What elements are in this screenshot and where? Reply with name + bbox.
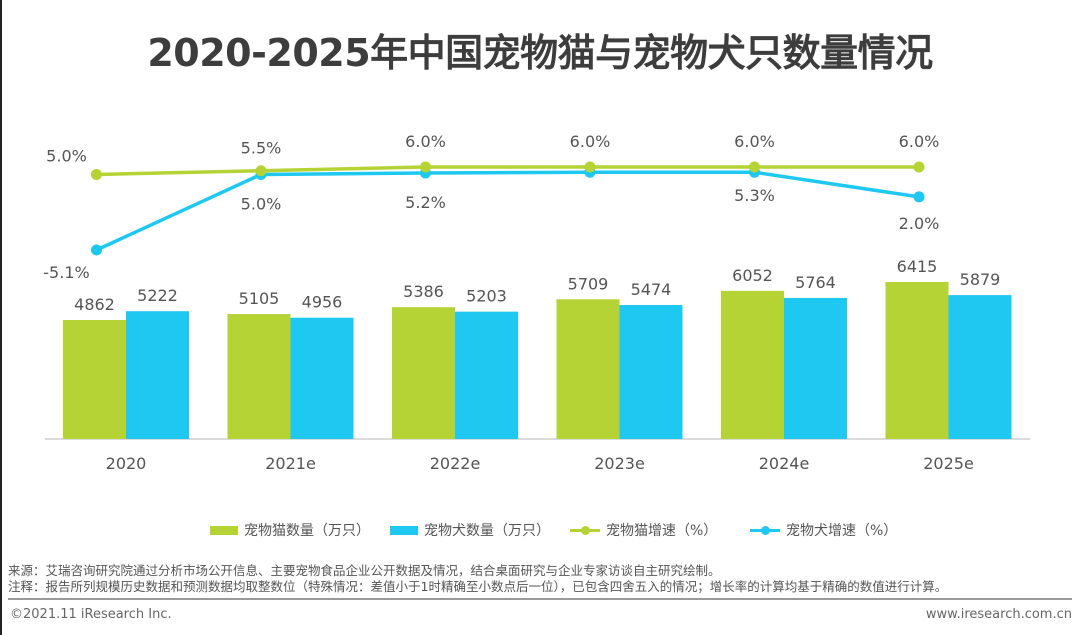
cat-growth-line xyxy=(96,165,919,177)
x-tick-label: 2021e xyxy=(265,454,316,473)
bar-label-cat-count: 4862 xyxy=(74,295,115,314)
source-note: 来源：艾瑞咨询研究院通过分析市场公开信息、主要宠物食品企业公开数据及情况，结合桌… xyxy=(8,563,721,578)
legend-label: 宠物猫增速（%） xyxy=(606,523,718,539)
x-tick-label: 2024e xyxy=(759,454,810,473)
cat-growth-point xyxy=(255,165,267,177)
bar-dog-count xyxy=(126,311,189,439)
bar-label-cat-count: 6052 xyxy=(732,266,773,285)
chart-title: 2020-2025年中国宠物猫与宠物犬只数量情况 xyxy=(147,31,933,75)
annotation-note: 注释：报告所列规模历史数据和预测数据均取整数位（特殊情况：差值小于1时精确至小数… xyxy=(8,579,948,594)
dog-growth-label: 2.0% xyxy=(899,214,940,233)
legend-label: 宠物犬增速（%） xyxy=(786,523,898,539)
bar-cat-count xyxy=(63,320,126,439)
legend-item-dog-count: 宠物犬数量（万只） xyxy=(390,520,570,540)
cat-growth-point xyxy=(749,161,760,173)
legend-swatch-dog-bar xyxy=(390,525,418,535)
bar-cat-count xyxy=(227,314,291,439)
website-link[interactable]: www.iresearch.com.cn xyxy=(925,607,1072,622)
combo-chart: 4862 5222 2020 5105 4956 2021e 5386 5203 2022e 57… xyxy=(43,132,1030,473)
bar-label-dog-count: 5203 xyxy=(466,287,507,306)
bar-label-dog-count: 5222 xyxy=(137,286,178,305)
bar-cat-count xyxy=(721,290,784,439)
bar-dog-count xyxy=(290,317,354,439)
bar-cat-count xyxy=(392,307,455,439)
x-tick-label: 2022e xyxy=(430,454,481,473)
dog-growth-line xyxy=(95,170,920,252)
cat-growth-point xyxy=(420,161,431,173)
x-tick-label: 2020 xyxy=(106,454,147,473)
x-tick-label: 2025e xyxy=(923,454,974,473)
legend-swatch-cat-line xyxy=(570,525,600,535)
bar-label-dog-count: 4956 xyxy=(302,293,343,312)
cat-growth-label: 6.0% xyxy=(734,132,775,151)
cat-growth-point xyxy=(91,168,102,180)
bar-label-dog-count: 5764 xyxy=(795,273,836,292)
legend-item-dog-growth: 宠物犬增速（%） xyxy=(750,520,930,540)
dog-growth-point xyxy=(913,191,925,203)
bar-label-cat-count: 5105 xyxy=(239,289,280,308)
bar-dog-count xyxy=(619,305,683,439)
bar-label-cat-count: 5386 xyxy=(403,282,444,301)
chart-legend: 宠物猫数量（万只） 宠物犬数量（万只） 宠物猫增速（%） 宠物犬增速（%） xyxy=(210,520,930,540)
legend-label: 宠物猫数量（万只） xyxy=(244,523,370,539)
bar-label-cat-count: 6415 xyxy=(897,257,938,276)
bar-cat-count xyxy=(885,282,949,439)
dog-growth-point xyxy=(91,244,102,256)
legend-item-cat-count: 宠物猫数量（万只） xyxy=(210,520,390,540)
bar-dog-count xyxy=(948,295,1012,439)
legend-item-cat-growth: 宠物猫增速（%） xyxy=(570,520,750,540)
copyright-text: ©2021.11 iResearch Inc. xyxy=(10,607,172,622)
x-tick-label: 2023e xyxy=(594,454,645,473)
legend-label: 宠物犬数量（万只） xyxy=(424,523,550,539)
dog-growth-label: 5.3% xyxy=(734,186,775,205)
dog-growth-label: -5.1% xyxy=(43,263,89,282)
bar-cat-count xyxy=(556,299,620,439)
cat-growth-point xyxy=(584,161,596,173)
cat-growth-label: 6.0% xyxy=(405,132,446,151)
cat-growth-label: 5.5% xyxy=(241,139,282,158)
cat-growth-label: 6.0% xyxy=(570,132,611,151)
bar-label-cat-count: 5709 xyxy=(568,274,609,293)
page-left-border xyxy=(0,0,2,635)
cat-growth-label: 5.0% xyxy=(46,146,87,165)
cat-growth-point xyxy=(913,161,925,173)
dog-growth-label: 5.2% xyxy=(405,193,446,212)
legend-swatch-cat-bar xyxy=(210,525,238,535)
cat-growth-label: 6.0% xyxy=(899,132,940,151)
bar-label-dog-count: 5879 xyxy=(960,270,1001,289)
footer-divider xyxy=(8,598,1072,600)
dog-growth-label: 5.0% xyxy=(241,194,282,213)
chart-notes: 来源：艾瑞咨询研究院通过分析市场公开信息、主要宠物食品企业公开数据及情况，结合桌… xyxy=(8,563,947,595)
legend-swatch-dog-line xyxy=(750,525,780,535)
bar-dog-count xyxy=(784,297,847,439)
bar-dog-count xyxy=(455,311,518,439)
bar-label-dog-count: 5474 xyxy=(631,280,672,299)
